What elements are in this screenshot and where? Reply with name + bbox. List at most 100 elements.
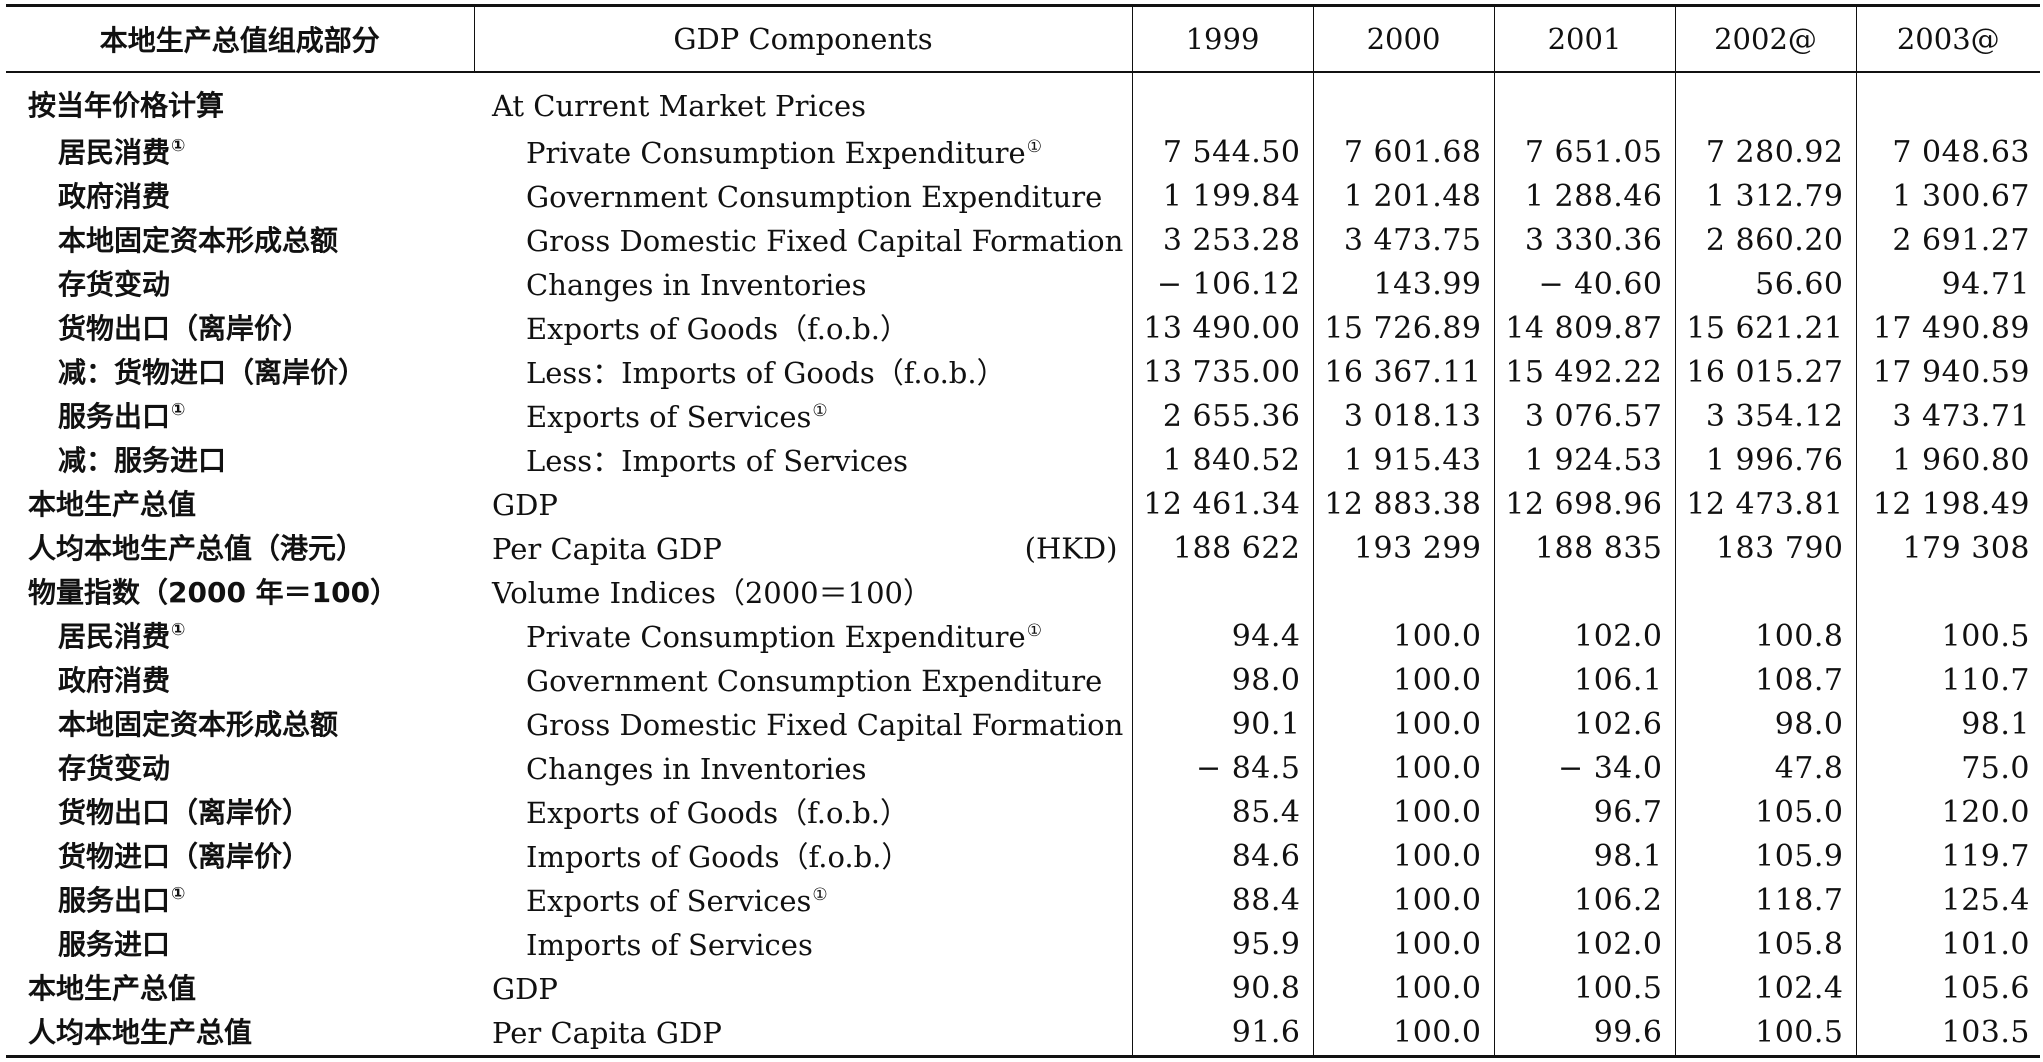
cell-value-2000 bbox=[1312, 72, 1494, 131]
row-english-text: Exports of Goods（f.o.b.） bbox=[526, 795, 909, 830]
row-chinese-label: 政府消费 bbox=[6, 659, 474, 703]
cell-value-2001: − 34.0 bbox=[1493, 747, 1675, 791]
table-row: 服务出口① Exports of Services① 88.4 100.0 106.2 1… bbox=[6, 879, 2040, 923]
cell-value-1999: 13 490.00 bbox=[1131, 307, 1313, 351]
cell-value-2002: 102.4 bbox=[1674, 967, 1856, 1011]
table-row: 服务出口① Exports of Services① 2 655.36 3 018.1… bbox=[6, 395, 2040, 439]
cell-value-2000: 100.0 bbox=[1312, 615, 1494, 659]
row-chinese-text: 存货变动 bbox=[58, 268, 171, 301]
header-english-label: GDP Components bbox=[473, 4, 1132, 73]
cell-value-2001: 14 809.87 bbox=[1493, 307, 1675, 351]
row-chinese-text: 服务进口 bbox=[58, 928, 171, 961]
cell-value-2001: 3 330.36 bbox=[1493, 219, 1675, 263]
row-chinese-label: 本地固定资本形成总额 bbox=[6, 219, 474, 263]
row-chinese-text: 本地生产总值 bbox=[28, 972, 197, 1005]
cell-value-2001: 102.0 bbox=[1493, 923, 1675, 967]
table-row: 货物出口（离岸价） Exports of Goods（f.o.b.） 85.4 100… bbox=[6, 791, 2040, 835]
cell-value-2003: 100.5 bbox=[1855, 615, 2040, 659]
table-row: 存货变动 Changes in Inventories − 106.12 143.99… bbox=[6, 263, 2040, 307]
cell-value-2000: 3 473.75 bbox=[1312, 219, 1494, 263]
row-chinese-label: 居民消费① bbox=[6, 131, 474, 175]
cell-value-2001: 1 288.46 bbox=[1493, 175, 1675, 219]
cell-value-2000: 7 601.68 bbox=[1312, 131, 1494, 175]
row-chinese-text: 本地固定资本形成总额 bbox=[58, 224, 339, 257]
cell-value-2002: 7 280.92 bbox=[1674, 131, 1856, 175]
row-english-text: Government Consumption Expenditure bbox=[526, 663, 1103, 698]
row-chinese-label: 居民消费① bbox=[6, 615, 474, 659]
cell-value-1999: 98.0 bbox=[1131, 659, 1313, 703]
table-row: 按当年价格计算 At Current Market Prices bbox=[6, 72, 2040, 131]
row-chinese-text: 居民消费 bbox=[58, 136, 171, 169]
cell-value-1999: 3 253.28 bbox=[1131, 219, 1313, 263]
cell-value-2001: 7 651.05 bbox=[1493, 131, 1675, 175]
row-english-text: Less：Imports of Services bbox=[526, 443, 909, 478]
row-chinese-label: 货物出口（离岸价） bbox=[6, 307, 474, 351]
cell-value-2000: 100.0 bbox=[1312, 879, 1494, 923]
header-year-2000: 2000 bbox=[1312, 4, 1494, 73]
table-row: 本地固定资本形成总额 Gross Domestic Fixed Capital F… bbox=[6, 703, 2040, 747]
row-english-text: Private Consumption Expenditure bbox=[526, 619, 1026, 654]
row-chinese-text: 减：货物进口（离岸价） bbox=[58, 356, 367, 389]
row-english-text: Changes in Inventories bbox=[526, 267, 867, 302]
header-year-2003: 2003@ bbox=[1855, 4, 2040, 73]
cell-value-2001: 99.6 bbox=[1493, 1011, 1675, 1058]
table-row: 本地生产总值 GDP 12 461.34 12 883.38 12 698.96 12 4… bbox=[6, 483, 2040, 527]
row-chinese-label: 物量指数（2000 年＝100） bbox=[6, 571, 474, 615]
cell-value-1999: 94.4 bbox=[1131, 615, 1313, 659]
row-english-text: Exports of Services bbox=[526, 399, 812, 434]
cell-value-1999: 95.9 bbox=[1131, 923, 1313, 967]
cell-value-1999: − 84.5 bbox=[1131, 747, 1313, 791]
cell-value-2001: 98.1 bbox=[1493, 835, 1675, 879]
cell-value-2002: 100.5 bbox=[1674, 1011, 1856, 1058]
table-row: 政府消费 Government Consumption Expenditure 98… bbox=[6, 659, 2040, 703]
table-row: 人均本地生产总值 Per Capita GDP 91.6 100.0 99.6 100.5… bbox=[6, 1011, 2040, 1058]
cell-value-2003: 3 473.71 bbox=[1855, 395, 2040, 439]
header-chinese-label: 本地生产总值组成部分 bbox=[6, 4, 474, 73]
row-chinese-text: 货物出口（离岸价） bbox=[58, 796, 311, 829]
cell-value-2000: 100.0 bbox=[1312, 835, 1494, 879]
row-chinese-text: 货物出口（离岸价） bbox=[58, 312, 311, 345]
table-row: 本地固定资本形成总额 Gross Domestic Fixed Capital F… bbox=[6, 219, 2040, 263]
cell-value-2003: 75.0 bbox=[1855, 747, 2040, 791]
table-row: 减：货物进口（离岸价） Less：Imports of Goods（f.o.b.）… bbox=[6, 351, 2040, 395]
row-english-text: Private Consumption Expenditure bbox=[526, 135, 1026, 170]
row-english-label: GDP bbox=[474, 483, 1132, 527]
header-row: 本地生产总值组成部分 GDP Components 1999 2000 2001… bbox=[6, 4, 2040, 73]
cell-value-2001: 102.6 bbox=[1493, 703, 1675, 747]
row-chinese-text: 政府消费 bbox=[58, 664, 171, 697]
row-english-text: GDP bbox=[492, 971, 558, 1006]
table-header: 本地生产总值组成部分 GDP Components 1999 2000 2001… bbox=[6, 4, 2040, 73]
cell-value-2001: 188 835 bbox=[1493, 527, 1675, 571]
row-chinese-label: 存货变动 bbox=[6, 747, 474, 791]
row-english-label: Exports of Goods（f.o.b.） bbox=[474, 791, 1132, 835]
cell-value-2003 bbox=[1855, 571, 2040, 615]
cell-value-1999: 1 840.52 bbox=[1131, 439, 1313, 483]
cell-value-2003: 1 300.67 bbox=[1855, 175, 2040, 219]
row-chinese-text: 物量指数（2000 年＝100） bbox=[28, 576, 399, 609]
cell-value-2003: 17 940.59 bbox=[1855, 351, 2040, 395]
cell-value-2003: 105.6 bbox=[1855, 967, 2040, 1011]
row-english-text: Per Capita GDP bbox=[492, 531, 722, 566]
row-english-label: Private Consumption Expenditure① bbox=[474, 131, 1132, 175]
cell-value-2002: 3 354.12 bbox=[1674, 395, 1856, 439]
row-english-text: Less：Imports of Goods（f.o.b.） bbox=[526, 355, 1006, 390]
cell-value-1999: − 106.12 bbox=[1131, 263, 1313, 307]
table-row: 居民消费① Private Consumption Expenditure① 7 5… bbox=[6, 131, 2040, 175]
row-english-label: Less：Imports of Services bbox=[474, 439, 1132, 483]
table-row: 服务进口 Imports of Services 95.9 100.0 102.0 105… bbox=[6, 923, 2040, 967]
row-english-label: Changes in Inventories bbox=[474, 747, 1132, 791]
cell-value-2002 bbox=[1674, 571, 1856, 615]
cell-value-2001: 3 076.57 bbox=[1493, 395, 1675, 439]
footnote-marker: ① bbox=[171, 884, 186, 904]
footnote-marker: ① bbox=[171, 620, 186, 640]
cell-value-2003: 119.7 bbox=[1855, 835, 2040, 879]
row-chinese-label: 服务进口 bbox=[6, 923, 474, 967]
cell-value-1999: 84.6 bbox=[1131, 835, 1313, 879]
cell-value-2003: 120.0 bbox=[1855, 791, 2040, 835]
cell-value-2003: 17 490.89 bbox=[1855, 307, 2040, 351]
row-english-text: Gross Domestic Fixed Capital Formation bbox=[526, 707, 1124, 742]
row-chinese-text: 存货变动 bbox=[58, 752, 171, 785]
cell-value-2003: 2 691.27 bbox=[1855, 219, 2040, 263]
cell-value-2003: 179 308 bbox=[1855, 527, 2040, 571]
row-chinese-text: 本地固定资本形成总额 bbox=[58, 708, 339, 741]
